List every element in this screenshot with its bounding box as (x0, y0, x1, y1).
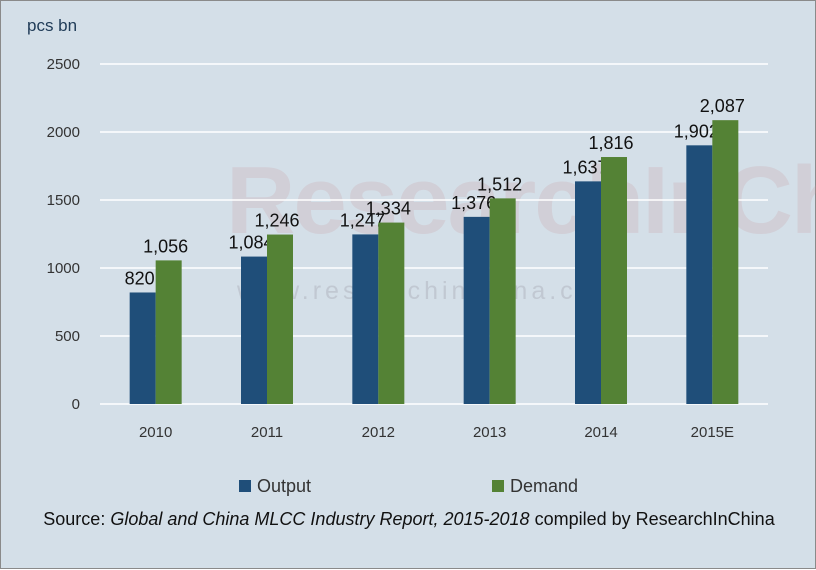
bar-demand (601, 157, 627, 404)
source-prefix: Source: (43, 509, 111, 529)
x-tick-label: 2010 (139, 424, 172, 441)
data-label-output: 1,247 (340, 210, 385, 230)
data-label-output: 1,084 (228, 233, 273, 253)
watermark-url: www.researchinchina.com (237, 277, 620, 305)
source-report-title: Global and China MLCC Industry Report, 2… (110, 509, 530, 529)
y-tick-label: 0 (72, 396, 80, 413)
legend-item-output: Output (239, 474, 311, 498)
data-label-output: 820 (125, 268, 155, 288)
legend-item-demand: Demand (492, 474, 578, 498)
y-tick-label: 1500 (47, 192, 80, 209)
data-label-demand: 1,816 (588, 133, 633, 153)
data-label-demand: 2,087 (700, 96, 745, 116)
bar-output (575, 181, 601, 404)
x-tick-label: 2015E (691, 424, 734, 441)
data-label-demand: 1,246 (254, 211, 299, 231)
bar-output (686, 145, 713, 404)
legend-swatch-demand (492, 480, 504, 492)
bar-demand (155, 260, 182, 404)
x-tick-label: 2012 (362, 424, 395, 441)
data-label-demand: 1,334 (366, 199, 411, 219)
bar-demand (267, 234, 293, 404)
bar-demand (378, 222, 405, 404)
y-tick-label: 1000 (47, 260, 80, 277)
data-label-demand: 1,512 (477, 174, 522, 194)
bar-output (129, 292, 156, 404)
y-tick-label: 500 (55, 328, 80, 345)
bar-output (241, 256, 267, 404)
bar-output (463, 216, 490, 404)
bar-demand (489, 198, 516, 404)
legend-label-demand: Demand (510, 475, 579, 496)
data-label-output: 1,902 (674, 121, 719, 141)
legend-label-output: Output (257, 475, 312, 496)
bar-demand (712, 120, 739, 404)
data-label-demand: 1,056 (143, 236, 188, 256)
data-label-output: 1,637 (562, 157, 607, 177)
legend-swatch-output (239, 480, 251, 492)
x-tick-label: 2011 (251, 424, 283, 441)
y-axis-unit-label: pcs bn (27, 16, 78, 35)
y-tick-label: 2000 (47, 124, 80, 141)
data-label-output: 1,376 (451, 193, 496, 213)
source-suffix: compiled by ResearchInChina (529, 509, 775, 529)
source-note: Source: Global and China MLCC Industry R… (41, 504, 777, 534)
x-tick-label: 2014 (584, 424, 617, 441)
y-tick-label: 2500 (47, 56, 80, 73)
x-tick-label: 2013 (473, 424, 506, 441)
chart-legend: Output Demand (1, 474, 816, 498)
bar-output (352, 234, 379, 404)
